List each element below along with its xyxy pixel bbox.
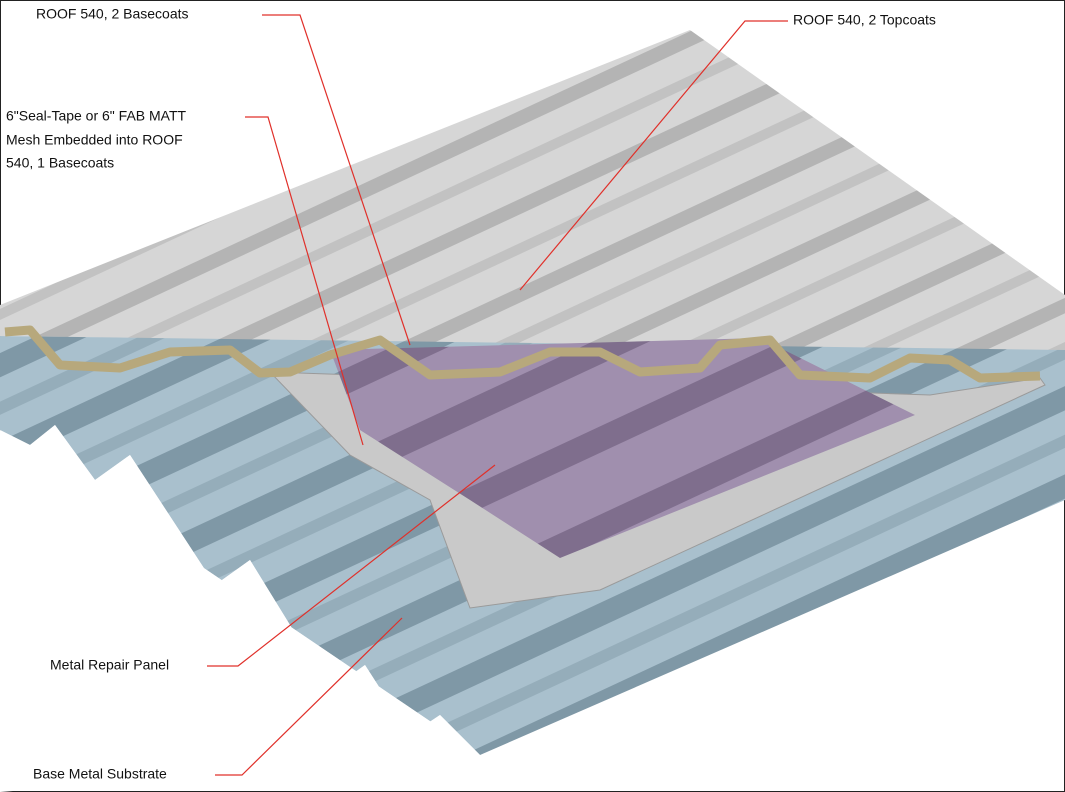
label: ROOF 540, 2 Basecoats bbox=[36, 6, 189, 22]
leader-line bbox=[207, 464, 496, 667]
label: Metal Repair Panel bbox=[50, 657, 169, 673]
label: Mesh Embedded into ROOF bbox=[6, 132, 183, 148]
basecoat-band bbox=[4, 325, 1041, 383]
topcoat-area bbox=[0, 30, 1065, 352]
label: 6"Seal-Tape or 6" FAB MATT bbox=[6, 108, 187, 124]
leader-line bbox=[519, 20, 788, 291]
leader-line bbox=[245, 116, 364, 446]
label: ROOF 540, 2 Topcoats bbox=[793, 12, 936, 28]
label: 540, 1 Basecoats bbox=[6, 155, 114, 171]
mesh-area bbox=[330, 338, 915, 558]
label-bg bbox=[32, 5, 260, 25]
label: Base Metal Substrate bbox=[33, 766, 167, 782]
base-edge-mask bbox=[0, 425, 480, 792]
leader-line bbox=[262, 14, 411, 346]
leader-line bbox=[215, 617, 403, 776]
